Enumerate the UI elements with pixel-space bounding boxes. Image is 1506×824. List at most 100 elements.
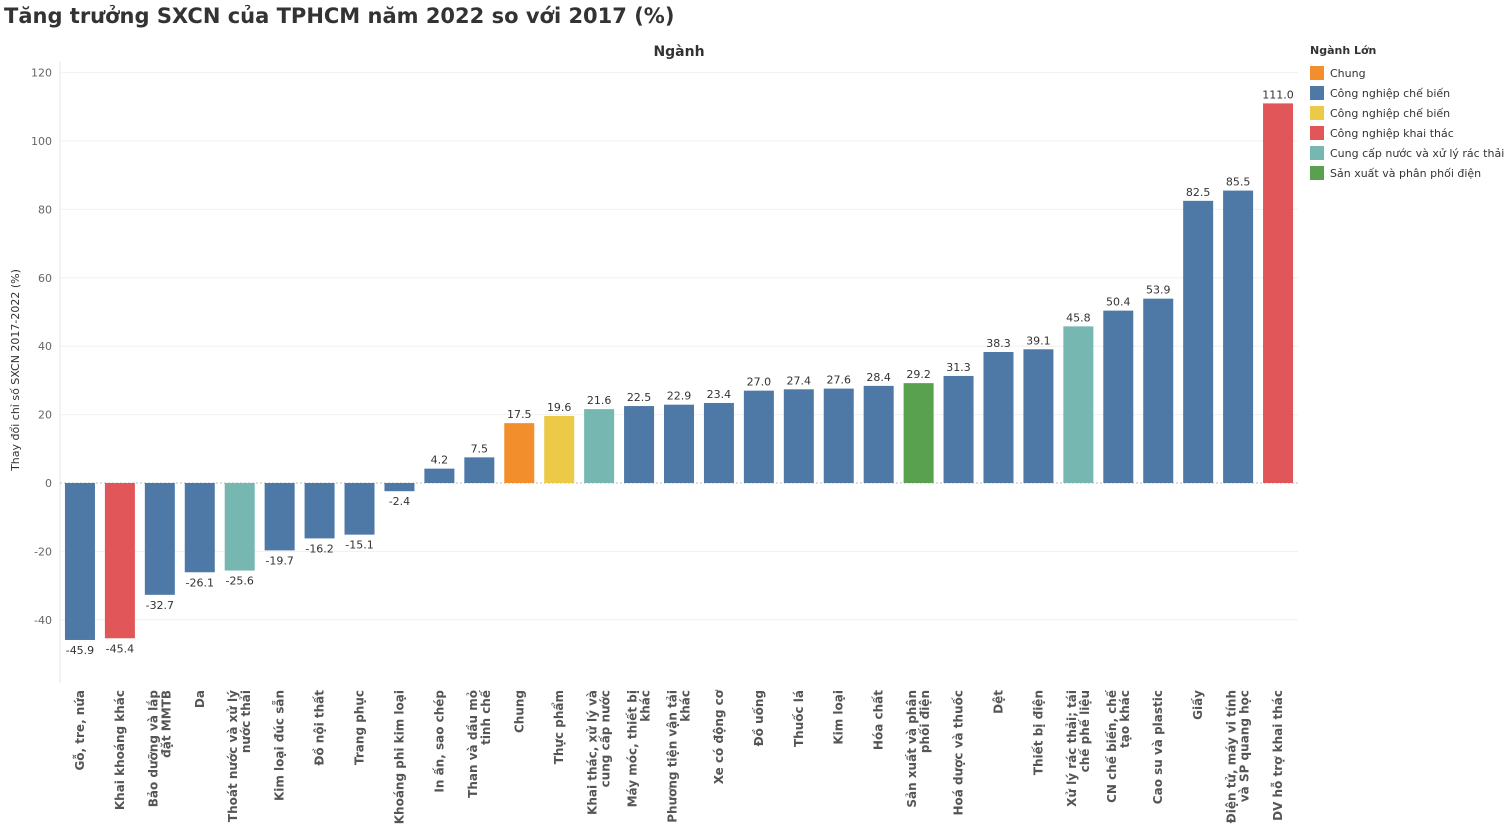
data-label: 45.8	[1066, 311, 1091, 324]
data-label: 27.6	[826, 374, 851, 387]
data-label: 4.2	[431, 454, 449, 467]
x-tick-label-line: Thuốc lá	[792, 690, 806, 747]
data-label: 53.9	[1146, 284, 1171, 297]
bars: -45.9 -45.4 -32.7 -26.1 -25.6 -19.7 -16.2 -15.1…	[64, 88, 1294, 657]
chart-header: Ngành	[653, 44, 704, 60]
legend-swatch	[1310, 86, 1324, 100]
legend-label: Cung cấp nước và xử lý rác thải	[1330, 146, 1505, 160]
x-tick-label-line: Chung	[512, 690, 526, 733]
legend-label: Sản xuất và phân phối điện	[1330, 166, 1482, 180]
legend-swatch	[1310, 146, 1324, 160]
bar	[344, 483, 375, 535]
data-label: 23.4	[707, 388, 732, 401]
x-tick-label: Kim loại đúc sẵn	[273, 690, 287, 801]
data-label: 50.4	[1106, 296, 1131, 309]
y-axis-label: Thay đổi chỉ số SXCN 2017-2022 (%)	[9, 269, 22, 472]
x-tick-label-line: Thiết bị điện	[1031, 690, 1045, 775]
x-tick-label: Hoá dược và thuốc	[952, 690, 966, 816]
data-label: 7.5	[471, 442, 489, 455]
legend-swatch	[1310, 166, 1324, 180]
y-tick-label: 100	[31, 135, 52, 148]
x-tick-label: Đồ nội thất	[313, 690, 327, 766]
legend-item[interactable]: Chung	[1310, 63, 1504, 83]
x-tick-label: Sản xuất và phân phối điện	[905, 690, 932, 808]
bar	[943, 375, 974, 483]
legend-items: Chung Công nghiệp chế biến Công nghiệp chế…	[1310, 63, 1504, 183]
bar	[903, 383, 934, 483]
data-label: -2.4	[389, 495, 410, 508]
bar	[464, 457, 495, 483]
x-tick-label-line: Dệt	[991, 690, 1005, 714]
bar	[1143, 298, 1174, 483]
x-tick-label: Xử lý rác thải; tái chế phế liệu	[1065, 690, 1092, 807]
x-tick-label-line: Giấy	[1191, 690, 1205, 720]
x-tick-label-line: Khai thác, xử lý và	[586, 690, 600, 815]
x-tick-label-line: Đồ uống	[752, 690, 766, 746]
data-label: 27.0	[747, 376, 772, 389]
bar-chart: Ngành Thay đổi chỉ số SXCN 2017-2022 (%)…	[9, 44, 1298, 824]
legend-label: Chung	[1330, 66, 1366, 80]
bar	[863, 385, 894, 483]
bar	[544, 415, 575, 483]
x-tick-label-line: Kim loại	[832, 690, 846, 745]
y-tick-label: -40	[34, 614, 52, 627]
bar	[184, 483, 215, 573]
x-tick-label-line: đặt MMTB	[159, 690, 173, 758]
x-tick-label: CN chế biến, chế tạo khác	[1105, 689, 1132, 803]
data-label: 111.0	[1262, 88, 1294, 101]
y-tick-label: 20	[38, 409, 52, 422]
x-tick-label: Cao su và plastic	[1151, 690, 1165, 804]
x-tick-label-line: Thoát nước và xử lý	[226, 690, 240, 822]
x-tick-label-line: nước thải	[239, 690, 253, 753]
data-label: 17.5	[507, 408, 532, 421]
bar	[504, 423, 535, 483]
x-tick-label-line: CN chế biến, chế	[1105, 689, 1119, 803]
x-tick-label: DV hỗ trợ khai thác	[1271, 690, 1285, 821]
legend-item[interactable]: Cung cấp nước và xử lý rác thải	[1310, 143, 1504, 163]
x-tick-label: Xe có động cơ	[712, 689, 726, 784]
legend-item[interactable]: Công nghiệp chế biến	[1310, 83, 1504, 103]
bar	[264, 483, 295, 551]
bar	[144, 483, 175, 595]
x-tick-label-line: Trang phục	[353, 690, 367, 765]
legend-swatch	[1310, 106, 1324, 120]
data-label: -25.6	[225, 575, 253, 588]
x-tick-label-line: Phương tiện vận tải	[666, 690, 680, 823]
bar	[224, 483, 255, 571]
y-tick-label: -20	[34, 545, 52, 558]
data-label: 31.3	[946, 361, 971, 374]
data-label: 85.5	[1226, 176, 1251, 189]
chart-title: Tăng trưởng SXCN của TPHCM năm 2022 so v…	[4, 4, 675, 28]
x-tick-label: Thuốc lá	[792, 690, 806, 747]
bar	[64, 483, 95, 640]
data-label: -45.4	[106, 642, 134, 655]
x-tick-label: Khoáng phi kim loại	[392, 690, 406, 824]
legend-item[interactable]: Công nghiệp khai thác	[1310, 123, 1504, 143]
x-tick-label: Thoát nước và xử lý nước thải	[226, 690, 253, 822]
x-tick-label: Thiết bị điện	[1031, 690, 1045, 775]
legend-swatch	[1310, 66, 1324, 80]
data-label: 82.5	[1186, 186, 1211, 199]
x-tick-label-line: Kim loại đúc sẵn	[273, 690, 287, 801]
y-axis-ticks: 120 100 80 60 40 20 0 -20 -40	[31, 67, 52, 627]
legend-item[interactable]: Sản xuất và phân phối điện	[1310, 163, 1504, 183]
x-tick-label: Gỗ, tre, nứa	[73, 690, 87, 771]
legend-item[interactable]: Công nghiệp chế biến	[1310, 103, 1504, 123]
bar	[1063, 326, 1094, 483]
y-tick-label: 60	[38, 272, 52, 285]
y-tick-label: 80	[38, 203, 52, 216]
bar	[424, 468, 455, 483]
y-tick-label: 40	[38, 340, 52, 353]
legend-label: Công nghiệp chế biến	[1330, 106, 1451, 120]
legend: Ngành Lớn Chung Công nghiệp chế biến Công …	[1310, 44, 1504, 183]
x-tick-label-line: In ấn, sao chép	[432, 690, 446, 793]
x-axis-labels: Gỗ, tre, nứa Khai khoáng khác Bảo dưỡng và…	[73, 689, 1285, 824]
x-tick-label: Kim loại	[832, 690, 846, 745]
data-label: -15.1	[345, 539, 373, 552]
x-tick-label-line: tạo khác	[1118, 690, 1132, 748]
data-label: -19.7	[265, 554, 293, 567]
bar	[624, 406, 655, 483]
data-label: -26.1	[186, 576, 214, 589]
data-label: 22.5	[627, 391, 652, 404]
x-tick-label-line: Thực phẩm	[551, 690, 566, 764]
